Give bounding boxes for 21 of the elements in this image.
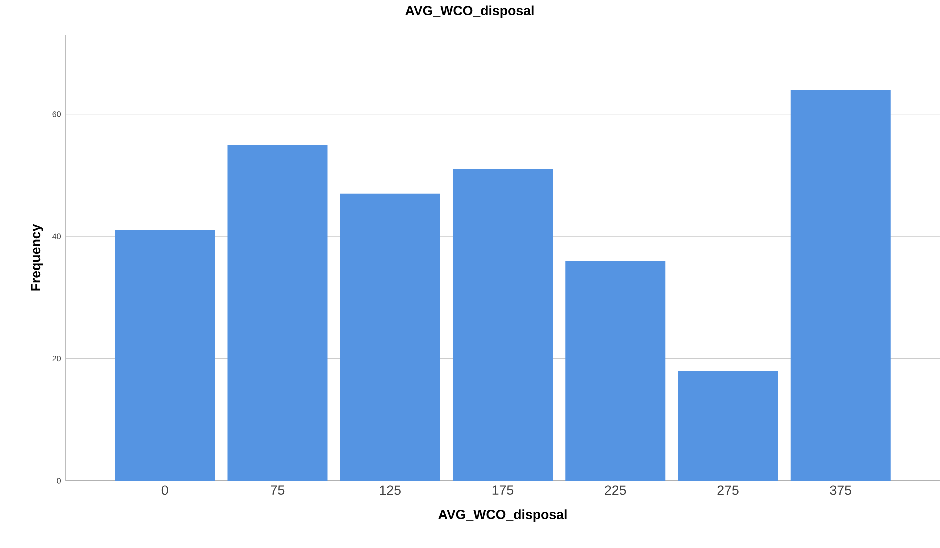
x-tick-label: 125 (380, 486, 401, 496)
y-tick-label: 0 (57, 478, 61, 484)
x-tick-label: 225 (605, 486, 626, 496)
bar (678, 371, 778, 481)
x-tick-label: 375 (830, 486, 852, 496)
bar (452, 169, 553, 481)
x-tick-label: 75 (271, 486, 285, 495)
x-tick-label: 275 (718, 486, 739, 496)
chart-title: AVG_WCO_disposal (406, 6, 534, 18)
y-tick-label: 60 (52, 112, 61, 118)
bar (228, 144, 328, 481)
bar (790, 90, 891, 481)
y-tick-label: 40 (52, 234, 61, 240)
y-axis-title: Frequency (31, 224, 44, 291)
bar (115, 230, 216, 481)
x-tick-label: 175 (492, 486, 514, 495)
bar (340, 194, 440, 481)
y-tick-label: 20 (52, 356, 61, 362)
x-axis-title: AVG_WCO_disposal (438, 510, 567, 522)
x-tick-label: 0 (162, 486, 168, 496)
bar (566, 261, 666, 481)
